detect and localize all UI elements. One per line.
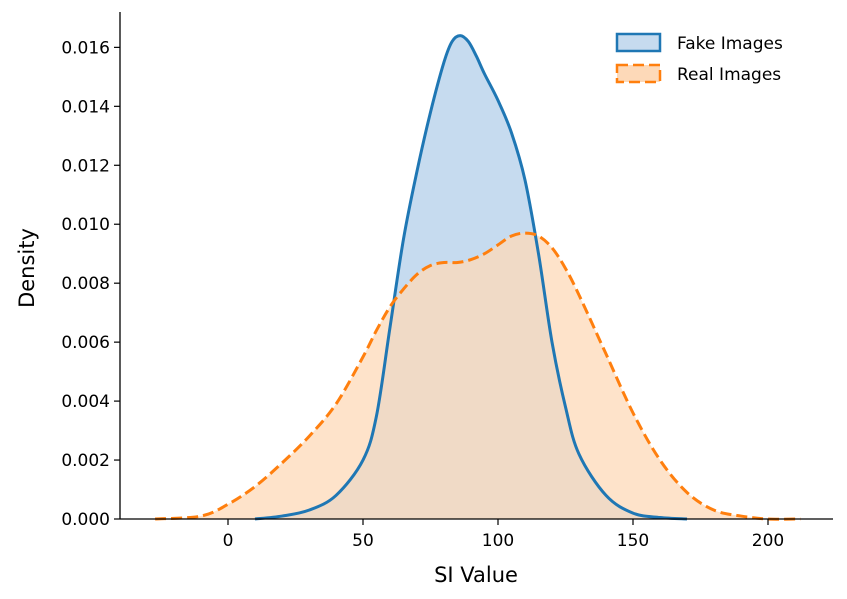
- y-tick-label: 0.012: [61, 156, 110, 176]
- legend-label-fake-images: Fake Images: [677, 34, 783, 54]
- y-tick-label: 0.014: [61, 97, 110, 117]
- y-tick-label: 0.000: [61, 510, 110, 530]
- x-tick-label: 200: [752, 531, 784, 551]
- x-tick-label: 50: [352, 531, 374, 551]
- y-tick-label: 0.002: [61, 451, 110, 471]
- y-tick-label: 0.016: [61, 38, 110, 58]
- legend-label-real-images: Real Images: [677, 65, 781, 85]
- y-tick-label: 0.004: [61, 392, 110, 412]
- y-tick-label: 0.010: [61, 215, 110, 235]
- x-tick-label: 0: [223, 531, 234, 551]
- real-images-area: [155, 233, 801, 520]
- y-tick-label: 0.008: [61, 274, 110, 294]
- x-tick-label: 150: [617, 531, 649, 551]
- fake-images-line: [254, 34, 688, 521]
- legend-swatch-real-images: [615, 63, 662, 84]
- x-tick-label: 100: [482, 531, 514, 551]
- axes: [119, 12, 833, 520]
- legend-swatch-fake-images: [615, 32, 662, 53]
- y-tick-label: 0.006: [61, 333, 110, 353]
- x-axis-label: SI Value: [434, 563, 518, 587]
- plot-area: [155, 34, 801, 521]
- y-ticks: 0.000 0.002 0.004 0.006 0.008 0.010 0.012 0.014…: [61, 38, 120, 530]
- legend: Fake Images Real Images: [615, 32, 783, 85]
- real-images-line: [155, 231, 801, 521]
- y-axis-label: Density: [15, 228, 39, 308]
- x-ticks: 0 50 100 150 200: [223, 519, 784, 551]
